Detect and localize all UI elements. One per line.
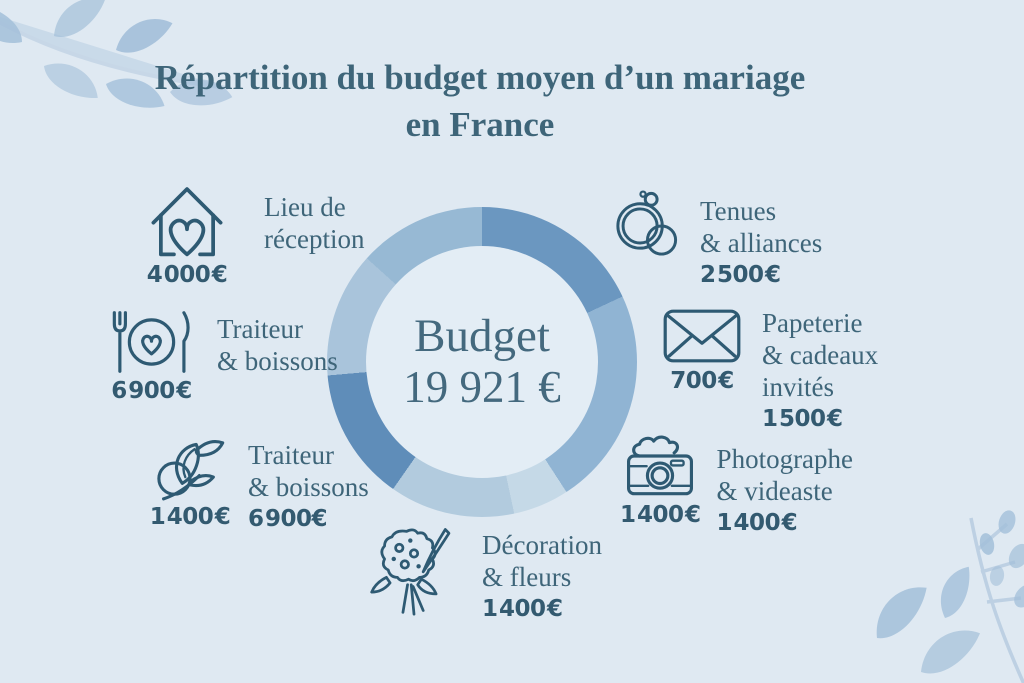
label-lieu-reception-line2: réception bbox=[264, 223, 365, 254]
budget-center-label: Budget bbox=[414, 309, 550, 362]
label-lieu-reception-line1: Lieu de bbox=[264, 192, 346, 222]
value2-traiteur-boissons-2: 6 900€ bbox=[248, 505, 328, 532]
plate-heart-cutlery-icon bbox=[104, 308, 199, 376]
value-traiteur-boissons-2: 1 400 € bbox=[149, 504, 231, 530]
camera-icon bbox=[620, 434, 700, 500]
value2-papeterie-cadeaux: 1 500 € bbox=[762, 405, 843, 432]
category-lieu-reception: 4 000 € Lieu de réception bbox=[138, 176, 364, 288]
wedding-rings-icon bbox=[608, 186, 684, 260]
value-decoration-fleurs: 1 400 € bbox=[482, 595, 563, 622]
budget-donut: Budget 19 921 € bbox=[327, 207, 637, 517]
value-photographe-videaste: 1 400 € bbox=[620, 502, 701, 528]
house-heart-icon bbox=[138, 176, 236, 260]
label-traiteur-boissons-2-line1: Traiteur bbox=[248, 440, 334, 470]
budget-donut-center: Budget 19 921 € bbox=[366, 246, 598, 478]
label-tenues-alliances-line2: & alliances bbox=[700, 227, 823, 258]
watercolor-branch-bottom-right bbox=[876, 510, 1024, 683]
envelope-icon bbox=[662, 306, 742, 366]
label-papeterie-cadeaux-line2: & cadeaux bbox=[762, 339, 879, 370]
value-traiteur-boissons: 6 900 € bbox=[111, 378, 192, 404]
label-photographe-videaste-line2: & videaste bbox=[716, 475, 833, 506]
label-photographe-videaste-line1: Photographe bbox=[716, 444, 854, 474]
label-decoration-fleurs-line2: & fleurs bbox=[482, 561, 572, 592]
value2-photographe-videaste: 1 400 € bbox=[716, 509, 798, 536]
label-traiteur-boissons-2-line2: & boissons bbox=[248, 471, 369, 502]
category-traiteur-boissons: 6 900 € Traiteur & boissons bbox=[104, 308, 338, 404]
value-lieu-reception: 4 000 € bbox=[146, 262, 228, 288]
page-title-line1: Répartition du budget moyen d’un mariage bbox=[154, 58, 806, 97]
value-papeterie-cadeaux: 700 € bbox=[670, 368, 734, 394]
fruit-sprig-icon bbox=[146, 432, 234, 502]
label-traiteur-boissons-line1: Traiteur bbox=[217, 314, 303, 344]
label-tenues-alliances-line1: Tenues bbox=[700, 196, 777, 226]
label-decoration-fleurs-line1: Décoration bbox=[482, 530, 602, 560]
label-traiteur-boissons-line2: & boissons bbox=[217, 345, 338, 376]
bouquet-icon bbox=[368, 524, 460, 616]
page-title-line2: en France bbox=[405, 104, 555, 144]
category-photographe-videaste: 1 400 € Photographe & videaste 1 400 € bbox=[620, 434, 853, 536]
page-title: Répartition du budget moyen d’un mariage… bbox=[0, 55, 960, 148]
budget-center-value: 19 921 € bbox=[403, 361, 561, 412]
category-tenues-alliances: Tenues & alliances 2 500 € bbox=[608, 186, 822, 288]
category-decoration-fleurs: Décoration & fleurs 1 400 € bbox=[368, 524, 602, 622]
category-papeterie-cadeaux: 700 € Papeterie & cadeaux invités 1 500 … bbox=[662, 306, 878, 432]
label-papeterie-cadeaux-line3: invités bbox=[762, 371, 834, 402]
label-papeterie-cadeaux-line1: Papeterie bbox=[762, 308, 863, 338]
value-tenues-alliances: 2 500 € bbox=[700, 261, 781, 288]
category-traiteur-boissons-2: 1 400 € Traiteur & boissons 6 900€ bbox=[146, 432, 369, 532]
